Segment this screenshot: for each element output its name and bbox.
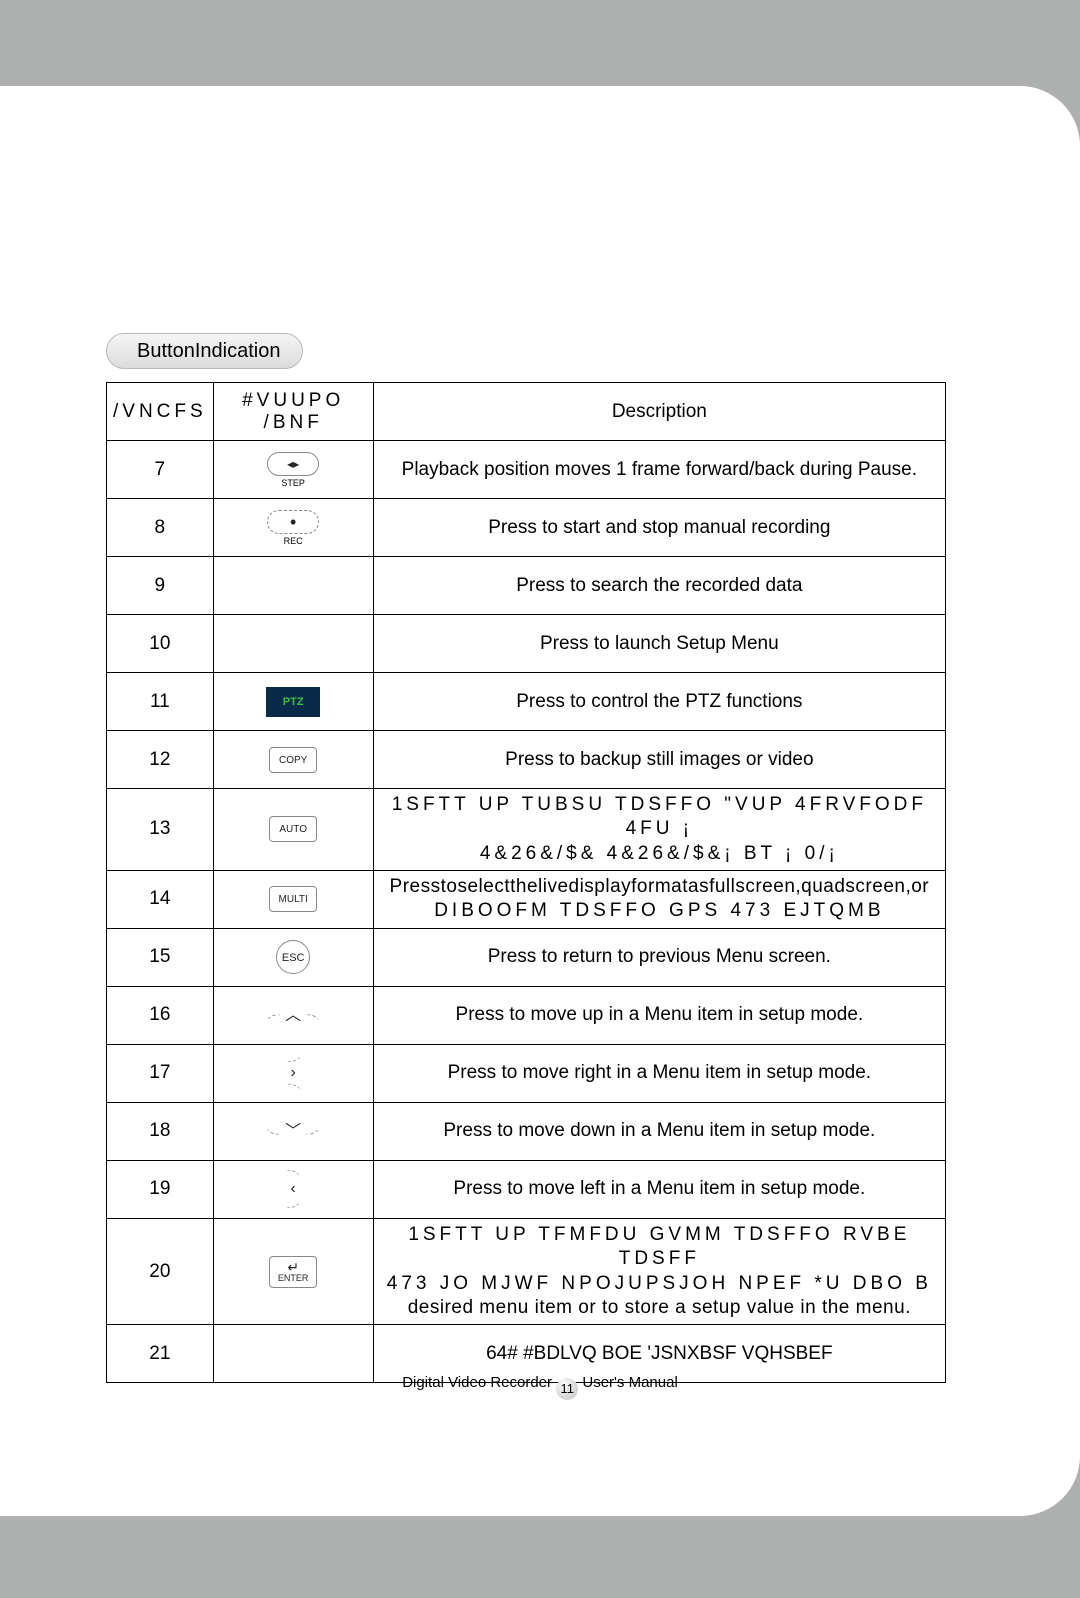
step-label: STEP <box>281 478 305 488</box>
auto-icon: AUTO <box>269 816 317 842</box>
left-icon: ‹ <box>280 1169 306 1209</box>
table-row: 11 PTZ Press to control the PTZ function… <box>107 673 946 731</box>
row-number: 9 <box>107 557 214 615</box>
row-number: 14 <box>107 870 214 928</box>
page-number: 11 <box>556 1378 578 1400</box>
page-footer: Digital Video Recorder 11 User's Manual <box>0 1374 1080 1400</box>
multi-icon: MULTI <box>269 886 317 912</box>
table-row: 14 MULTI Presstoselectthelivedisplayform… <box>107 870 946 928</box>
table-row: 10 Press to launch Setup Menu <box>107 615 946 673</box>
row-button: COPY <box>213 731 373 789</box>
down-icon: ﹀ <box>269 1121 317 1143</box>
row-button: MULTI <box>213 870 373 928</box>
row-button: ﹀ <box>213 1102 373 1160</box>
desc-line: desired menu item or to store a setup va… <box>408 1297 911 1318</box>
row-description: Press to backup still images or video <box>373 731 945 789</box>
page-body: ButtonIndication /VNCFS #VUUPO /BNF Desc… <box>0 86 1080 1516</box>
row-button: PTZ <box>213 673 373 731</box>
desc-line: 1SFTT UP TFMFDU GVMM TDSFFO RVBE TDSFF <box>408 1224 910 1269</box>
row-number: 18 <box>107 1102 214 1160</box>
row-description: Press to move right in a Menu item in se… <box>373 1044 945 1102</box>
table-row: 20 ↵ENTER 1SFTT UP TFMFDU GVMM TDSFFO RV… <box>107 1218 946 1324</box>
row-number: 12 <box>107 731 214 789</box>
footer-left: Digital Video Recorder <box>402 1374 552 1391</box>
row-button: › <box>213 1044 373 1102</box>
row-button: ︿ <box>213 986 373 1044</box>
row-number: 16 <box>107 986 214 1044</box>
header-button: #VUUPO /BNF <box>213 383 373 441</box>
esc-icon: ESC <box>276 940 310 974</box>
row-description: Press to move left in a Menu item in set… <box>373 1160 945 1218</box>
table-row: 17 › Press to move right in a Menu item … <box>107 1044 946 1102</box>
row-description: Press to control the PTZ functions <box>373 673 945 731</box>
row-button: ↵ENTER <box>213 1218 373 1324</box>
row-number: 15 <box>107 928 214 986</box>
table-header-row: /VNCFS #VUUPO /BNF Description <box>107 383 946 441</box>
row-number: 19 <box>107 1160 214 1218</box>
desc-line: 473 JO MJWF NPOJUPSJOH NPEF *U DBO B <box>387 1273 932 1294</box>
row-description: 1SFTT UP TFMFDU GVMM TDSFFO RVBE TDSFF 4… <box>373 1218 945 1324</box>
row-number: 17 <box>107 1044 214 1102</box>
row-button: AUTO <box>213 789 373 871</box>
row-description: Press to start and stop manual recording <box>373 499 945 557</box>
row-number: 8 <box>107 499 214 557</box>
row-description: Press to move up in a Menu item in setup… <box>373 986 945 1044</box>
enter-label: ENTER <box>278 1274 309 1283</box>
row-number: 10 <box>107 615 214 673</box>
table-row: 12 COPY Press to backup still images or … <box>107 731 946 789</box>
row-number: 7 <box>107 441 214 499</box>
row-button <box>213 557 373 615</box>
row-number: 13 <box>107 789 214 871</box>
table-row: 8 • REC Press to start and stop manual re… <box>107 499 946 557</box>
desc-line: 4&26&/$& 4&26&/$&¡ BT ¡ 0/¡ <box>480 843 839 864</box>
rec-label: REC <box>284 536 303 546</box>
row-button: • REC <box>213 499 373 557</box>
table-row: 13 AUTO 1SFTT UP TUBSU TDSFFO "VUP 4FRVF… <box>107 789 946 871</box>
header-number: /VNCFS <box>107 383 214 441</box>
header-description: Description <box>373 383 945 441</box>
copy-icon: COPY <box>269 747 317 773</box>
row-number: 20 <box>107 1218 214 1324</box>
table-row: 18 ﹀ Press to move down in a Menu item i… <box>107 1102 946 1160</box>
button-table: /VNCFS #VUUPO /BNF Description 7 ◂▸ STEP … <box>106 382 946 1383</box>
row-description: Press to launch Setup Menu <box>373 615 945 673</box>
up-icon: ︿ <box>269 1005 317 1027</box>
row-button <box>213 615 373 673</box>
row-number: 11 <box>107 673 214 731</box>
row-description: Press to move down in a Menu item in set… <box>373 1102 945 1160</box>
row-description: Press to search the recorded data <box>373 557 945 615</box>
section-label: ButtonIndication <box>137 340 280 363</box>
table-row: 7 ◂▸ STEP Playback position moves 1 frame… <box>107 441 946 499</box>
table-row: 16 ︿ Press to move up in a Menu item in … <box>107 986 946 1044</box>
row-description: 1SFTT UP TUBSU TDSFFO "VUP 4FRVFODF 4FU … <box>373 789 945 871</box>
enter-icon: ↵ENTER <box>269 1256 317 1288</box>
desc-line: DIBOOFM TDSFFO GPS 473 EJTQMB <box>434 900 884 921</box>
row-button: ‹ <box>213 1160 373 1218</box>
row-button: ◂▸ STEP <box>213 441 373 499</box>
step-icon: ◂▸ <box>267 452 319 476</box>
row-description: Presstoselectthelivedisplayformatasfulls… <box>373 870 945 928</box>
desc-line: 1SFTT UP TUBSU TDSFFO "VUP 4FRVFODF 4FU … <box>392 794 927 839</box>
desc-line: 64# #BDLVQ BOE 'JSNXBSF VQHSBEF <box>486 1343 832 1364</box>
footer-right: User's Manual <box>582 1374 677 1391</box>
right-icon: › <box>280 1053 306 1093</box>
table-row: 9 Press to search the recorded data <box>107 557 946 615</box>
table-row: 19 ‹ Press to move left in a Menu item i… <box>107 1160 946 1218</box>
row-description: Playback position moves 1 frame forward/… <box>373 441 945 499</box>
row-button: ESC <box>213 928 373 986</box>
table-row: 15 ESC Press to return to previous Menu … <box>107 928 946 986</box>
rec-icon: • <box>267 510 319 534</box>
section-pill: ButtonIndication <box>106 333 303 369</box>
row-description: Press to return to previous Menu screen. <box>373 928 945 986</box>
ptz-icon: PTZ <box>266 687 320 717</box>
desc-line: Presstoselectthelivedisplayformatasfulls… <box>390 876 930 897</box>
